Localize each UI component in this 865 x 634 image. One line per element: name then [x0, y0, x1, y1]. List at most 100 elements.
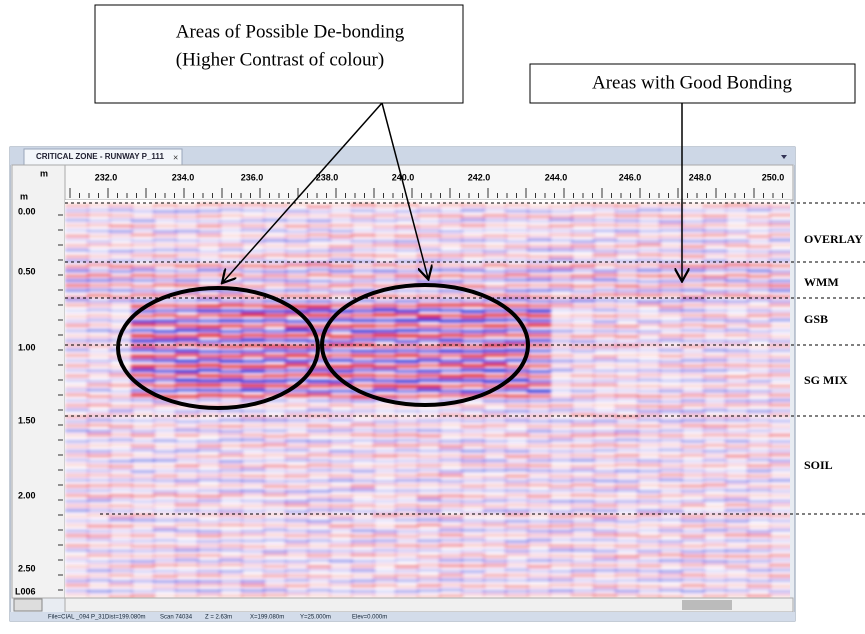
band-cell — [219, 220, 243, 224]
band-cell — [637, 253, 661, 256]
band-cell — [307, 238, 331, 242]
band-cell — [769, 554, 793, 558]
band-cell — [109, 254, 133, 258]
band-cell — [725, 230, 749, 234]
band-cell — [615, 448, 639, 452]
band-cell — [571, 458, 595, 462]
band-cell — [747, 403, 771, 407]
band-cell — [373, 420, 397, 424]
band-cell — [483, 495, 507, 499]
band-cell — [285, 444, 309, 448]
band-cell — [417, 498, 441, 502]
band-cell — [153, 248, 177, 252]
band-cell — [219, 335, 243, 339]
band-cell — [219, 248, 243, 252]
band-cell — [175, 554, 199, 558]
band-cell — [703, 268, 727, 272]
band-cell — [593, 500, 617, 504]
band-cell — [659, 484, 683, 488]
band-cell — [373, 248, 397, 252]
band-cell — [65, 238, 89, 242]
band-cell — [329, 274, 353, 278]
band-cell — [483, 309, 507, 313]
band-cell — [263, 379, 287, 383]
band-cell — [769, 485, 793, 489]
band-cell — [65, 424, 89, 428]
band-cell — [615, 525, 639, 529]
band-cell — [593, 299, 617, 303]
band-cell — [351, 209, 375, 213]
band-cell — [659, 563, 683, 567]
band-cell — [263, 314, 287, 318]
band-cell — [175, 299, 199, 303]
band-cell — [153, 323, 177, 327]
band-cell — [703, 528, 727, 532]
band-cell — [703, 399, 727, 403]
band-cell — [549, 559, 573, 563]
band-cell — [725, 560, 749, 564]
band-cell — [65, 224, 89, 228]
band-cell — [593, 348, 617, 352]
band-cell — [615, 515, 639, 519]
band-cell — [769, 459, 793, 463]
band-cell — [219, 425, 243, 429]
band-cell — [197, 509, 221, 513]
tab-close[interactable]: × — [173, 152, 178, 162]
band-cell — [615, 539, 639, 543]
band-cell — [417, 374, 441, 378]
band-cell — [417, 275, 441, 279]
band-cell — [87, 544, 111, 548]
band-cell — [87, 350, 111, 354]
x-label: 250.0 — [762, 172, 785, 182]
band-cell — [527, 334, 551, 338]
band-cell — [527, 565, 551, 569]
band-cell — [747, 364, 771, 368]
band-cell — [483, 263, 507, 267]
band-cell — [571, 538, 595, 542]
band-cell — [307, 268, 331, 272]
band-cell — [395, 558, 419, 562]
band-cell — [109, 529, 133, 533]
band-cell — [197, 333, 221, 337]
band-cell — [329, 499, 353, 503]
band-cell — [417, 205, 441, 209]
band-cell — [549, 379, 573, 383]
band-cell — [637, 529, 661, 533]
band-cell — [307, 314, 331, 318]
band-cell — [615, 309, 639, 313]
band-cell — [637, 503, 661, 507]
band-cell — [527, 238, 551, 242]
band-cell — [109, 270, 133, 274]
band-cell — [109, 409, 133, 413]
band-cell — [461, 543, 485, 547]
band-cell — [747, 235, 771, 239]
band-cell — [747, 424, 771, 428]
band-cell — [659, 405, 683, 409]
layer-label: WMM — [804, 275, 839, 289]
band-cell — [549, 233, 573, 237]
band-cell — [769, 539, 793, 543]
band-cell — [747, 390, 771, 394]
band-cell — [197, 470, 221, 474]
band-cell — [593, 594, 617, 598]
nav-buttons[interactable] — [14, 599, 42, 611]
band-cell — [725, 509, 749, 512]
band-cell — [307, 289, 331, 293]
band-cell — [659, 385, 683, 389]
band-cell — [417, 533, 441, 537]
band-cell — [65, 284, 89, 288]
band-cell — [329, 365, 353, 369]
band-cell — [373, 313, 397, 317]
band-cell — [461, 463, 485, 467]
band-cell — [395, 360, 419, 364]
band-cell — [571, 474, 595, 478]
band-cell — [263, 518, 287, 522]
band-cell — [395, 464, 419, 468]
band-cell — [571, 365, 595, 369]
band-cell — [747, 288, 771, 292]
band-cell — [769, 213, 793, 217]
scroll-thumb[interactable] — [682, 600, 732, 610]
band-cell — [461, 558, 485, 562]
band-cell — [263, 503, 287, 507]
band-cell — [505, 499, 529, 503]
